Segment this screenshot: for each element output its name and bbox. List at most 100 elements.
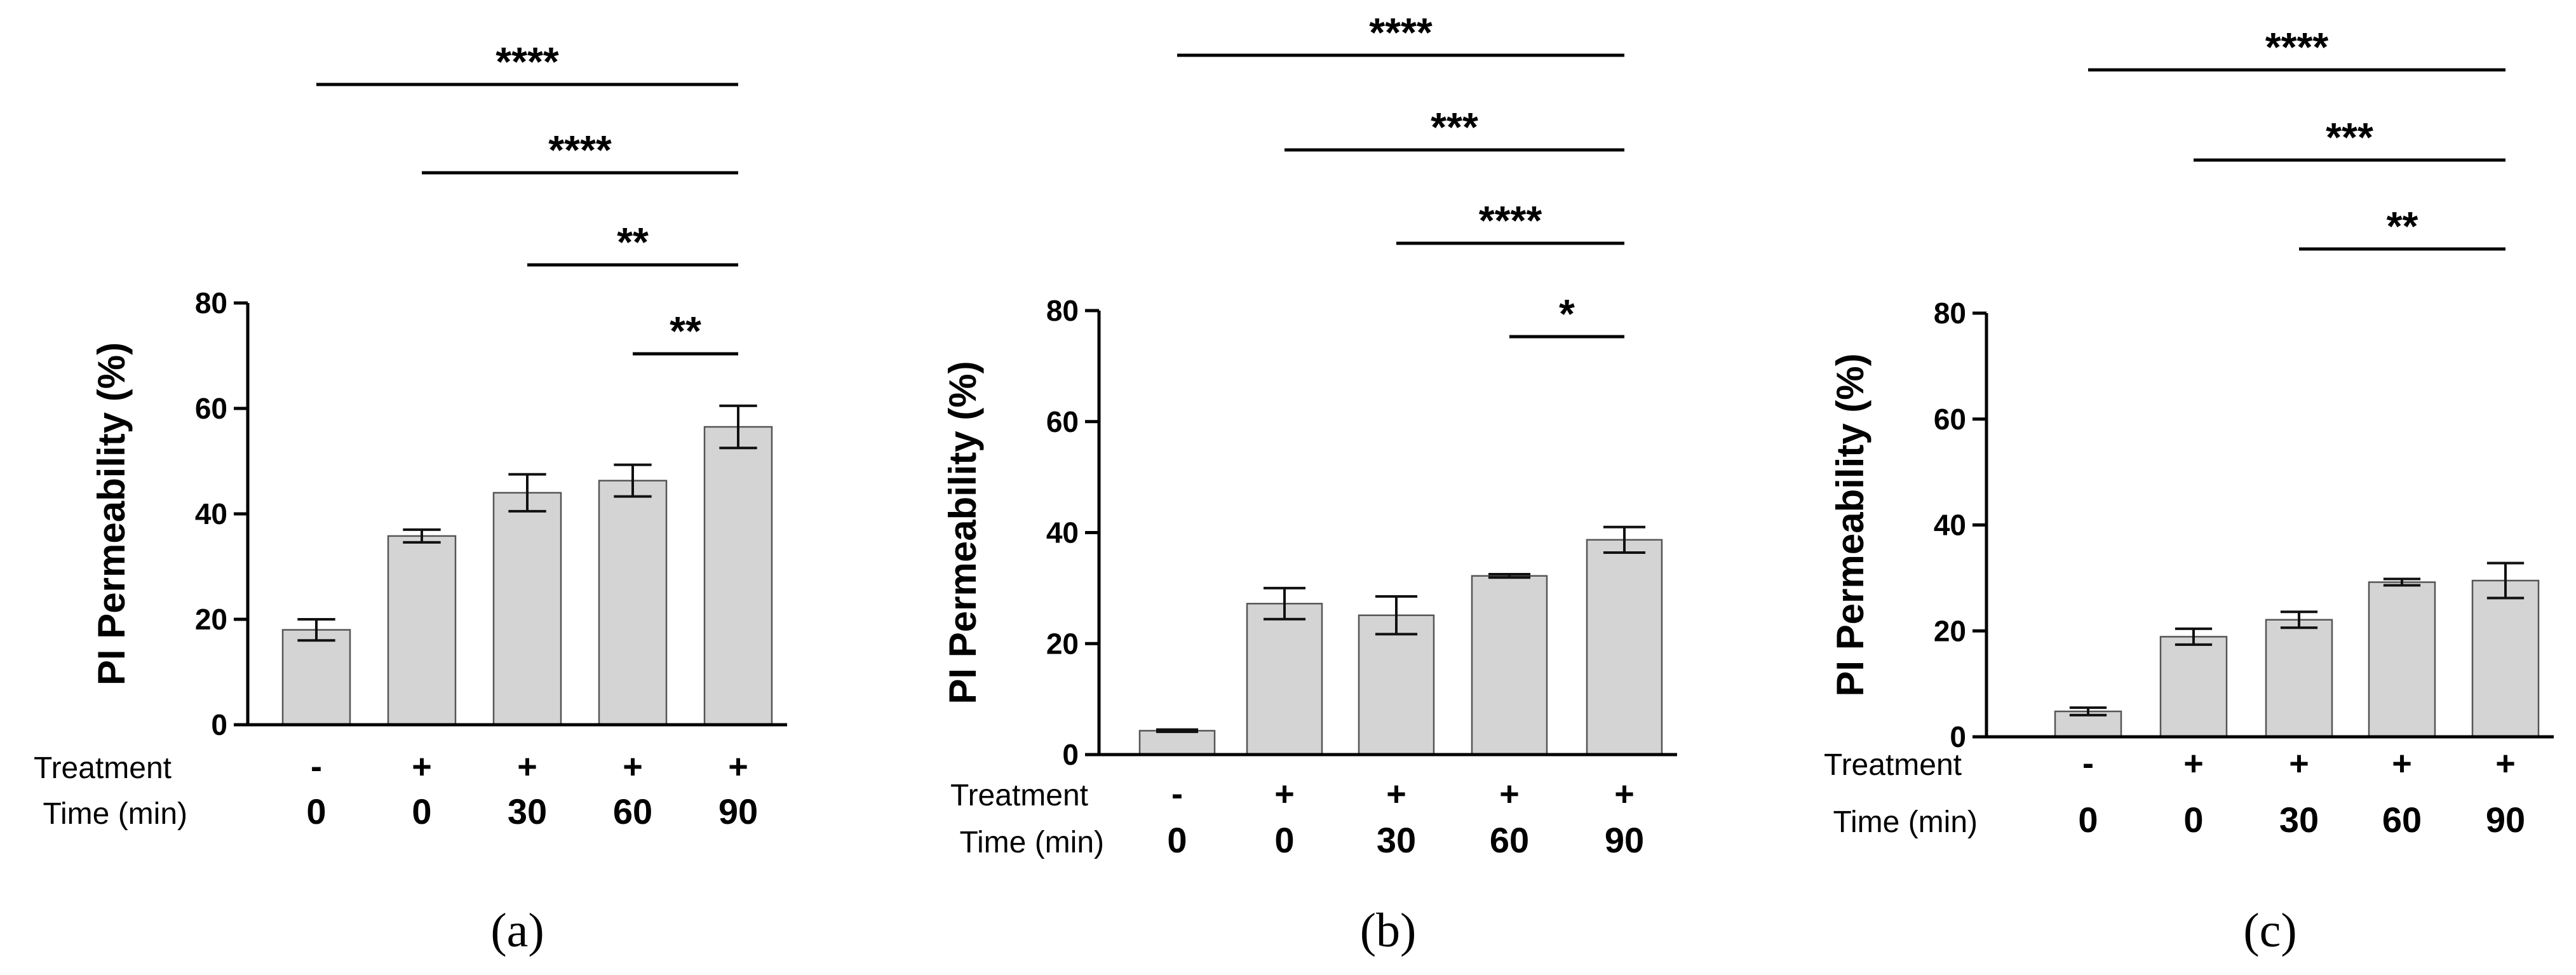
bar <box>492 492 562 726</box>
significance-label: *** <box>2326 114 2373 160</box>
panel-label: (a) <box>490 904 544 957</box>
bar <box>598 480 668 726</box>
time-value: 30 <box>508 791 547 831</box>
time-value: 30 <box>1377 820 1416 860</box>
error-bar <box>2175 627 2213 646</box>
y-tick-label: 40 <box>1046 516 1079 549</box>
treatment-sign: + <box>2495 744 2516 783</box>
treatment-sign: + <box>1386 775 1406 813</box>
y-tick-label: 20 <box>1934 614 1966 647</box>
error-bar <box>1603 525 1646 554</box>
significance-label: **** <box>548 127 612 173</box>
time-value: 90 <box>1605 820 1644 860</box>
bar <box>2159 636 2228 738</box>
row-label-time: Time (min) <box>43 797 187 831</box>
significance-label: **** <box>1479 198 1542 243</box>
bar <box>2265 619 2333 738</box>
time-value: 90 <box>718 791 758 831</box>
treatment-sign: + <box>728 748 748 786</box>
y-tick-label: 0 <box>1950 720 1966 753</box>
error-bar <box>1263 586 1306 621</box>
error-bar <box>297 618 335 642</box>
treatment-sign: + <box>2392 744 2412 783</box>
y-tick-label: 80 <box>1934 297 1966 330</box>
bar <box>1586 539 1663 756</box>
significance-label: **** <box>2265 24 2329 70</box>
time-value: 0 <box>2183 800 2203 840</box>
error-bar <box>2383 577 2421 587</box>
time-value: 0 <box>1274 820 1294 860</box>
bar <box>1138 730 1216 756</box>
row-label-treatment: Treatment <box>1824 748 1962 782</box>
bar <box>1246 603 1323 756</box>
time-value: 60 <box>1490 820 1529 860</box>
chart-panel-c: 0 20 40 60 80 PI Permeability (%) Treatment Tim… <box>1824 24 2554 957</box>
row-label-time: Time (min) <box>959 826 1104 859</box>
error-bar <box>2280 610 2318 629</box>
y-axis-label: PI Permeability (%) <box>1829 353 1871 696</box>
time-value: 90 <box>2486 800 2525 840</box>
time-value: 30 <box>2279 800 2319 840</box>
treatment-sign: + <box>1499 775 1520 813</box>
y-tick-label: 0 <box>211 708 227 741</box>
bar <box>1358 614 1435 756</box>
treatment-sign: - <box>311 748 322 786</box>
y-axis-label: PI Permeability (%) <box>90 342 133 685</box>
panel-label: (b) <box>1360 904 1417 957</box>
bar <box>2471 579 2540 738</box>
y-tick-label: 0 <box>1062 738 1079 771</box>
row-label-treatment: Treatment <box>950 779 1088 812</box>
y-tick-label: 20 <box>195 603 227 636</box>
panel-label: (c) <box>2243 904 2296 957</box>
error-bar <box>1375 595 1418 636</box>
y-axis-label: PI Permeability (%) <box>941 361 984 704</box>
treatment-sign: + <box>412 748 432 786</box>
time-value: 60 <box>613 791 652 831</box>
significance-label: **** <box>496 39 559 84</box>
error-bar <box>614 463 652 498</box>
time-value: 0 <box>412 791 431 831</box>
bar <box>703 426 773 726</box>
y-tick-label: 40 <box>1934 509 1966 542</box>
error-bar <box>508 473 546 513</box>
bar <box>387 535 457 726</box>
significance-label: **** <box>1369 10 1433 55</box>
time-value: 60 <box>2382 800 2422 840</box>
row-label-treatment: Treatment <box>34 751 172 785</box>
treatment-sign: + <box>517 748 537 786</box>
error-bar <box>1156 728 1199 734</box>
y-tick-label: 60 <box>1046 405 1079 438</box>
significance-label: ** <box>617 219 649 265</box>
error-bar <box>1488 573 1531 579</box>
significance-label: ** <box>670 308 701 354</box>
treatment-sign: + <box>2289 744 2309 783</box>
treatment-sign: - <box>1171 775 1183 813</box>
treatment-sign: + <box>623 748 643 786</box>
y-tick-label: 60 <box>195 392 227 425</box>
y-tick-label: 60 <box>1934 403 1966 436</box>
error-bar <box>2486 561 2525 600</box>
error-bar <box>2069 706 2107 716</box>
time-value: 0 <box>1167 820 1187 860</box>
bar <box>281 629 351 726</box>
y-tick-label: 80 <box>1046 294 1079 327</box>
error-bar <box>403 528 441 544</box>
bar <box>2368 581 2436 738</box>
bar <box>1471 575 1548 756</box>
error-bar <box>719 404 757 450</box>
significance-label: *** <box>1431 104 1478 150</box>
row-label-time: Time (min) <box>1833 805 1978 839</box>
y-tick-label: 80 <box>195 286 227 319</box>
significance-label: * <box>1559 291 1575 337</box>
treatment-sign: - <box>2082 744 2094 783</box>
y-tick-label: 40 <box>195 497 227 530</box>
treatment-sign: + <box>1614 775 1635 813</box>
chart-panel-b: 0 20 40 60 80 PI Permeability (%) Treatment Tim… <box>941 10 1677 957</box>
treatment-sign: + <box>2183 744 2204 783</box>
time-value: 0 <box>306 791 326 831</box>
y-tick-label: 20 <box>1046 627 1079 660</box>
treatment-sign: + <box>1274 775 1295 813</box>
time-value: 0 <box>2078 800 2098 840</box>
chart-panel-a: 0 20 40 60 80 PI Permeability (%) Treatment Tim… <box>34 39 787 957</box>
